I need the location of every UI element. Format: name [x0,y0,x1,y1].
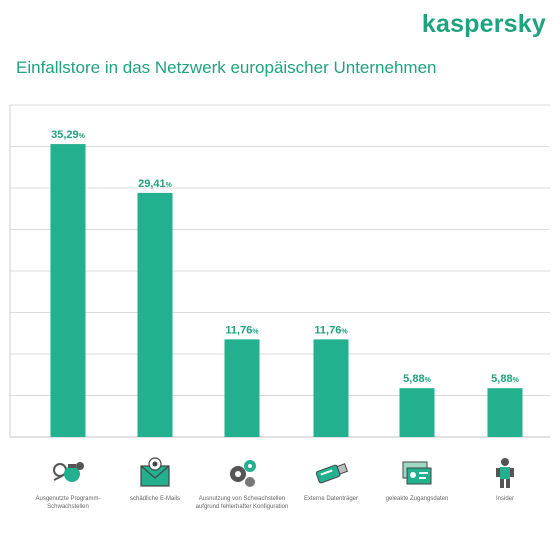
data-label-6: 5,88% [491,373,519,385]
bar-5 [399,388,435,437]
gridlines [9,104,550,438]
bar-4 [313,339,349,437]
insider-person-icon [485,456,525,490]
bars [50,144,523,437]
data-label-4: 11,76% [314,324,348,336]
category-label-2: schädliche E-Mails [129,496,181,502]
category-label-4: Externe Datenträger [303,496,359,502]
kaspersky-logo: kaspersky [421,10,546,38]
data-label-1: 35,29% [51,129,86,141]
bar-6 [487,388,523,437]
bug-gear-icon [48,456,88,490]
data-label-2: 29,41% [138,178,173,190]
bar-2 [137,192,173,437]
data-labels: 35,29% 29,41% 11,76% 11,76% 5,88% 5,88% [51,129,519,385]
category-label-5: geleakte Zugangsdaten [385,496,449,502]
chart-title: Einfallstore in das Netzwerk europäische… [16,58,437,77]
bar-3 [224,339,260,437]
category-label-6: Insider [495,496,514,502]
envelope-icon [135,456,175,490]
usb-drive-icon [311,456,351,490]
bar-1 [50,144,86,437]
category-label-3: Ausnutzung von Schwachstellen aufgrund f… [195,496,289,510]
data-label-3: 11,76% [225,324,259,336]
gears-icon [222,456,262,490]
data-label-5: 5,88% [403,373,431,385]
id-cards-icon [397,456,437,490]
category-label-1: Ausgenutzte Programm-Schwachstellen [35,496,101,510]
